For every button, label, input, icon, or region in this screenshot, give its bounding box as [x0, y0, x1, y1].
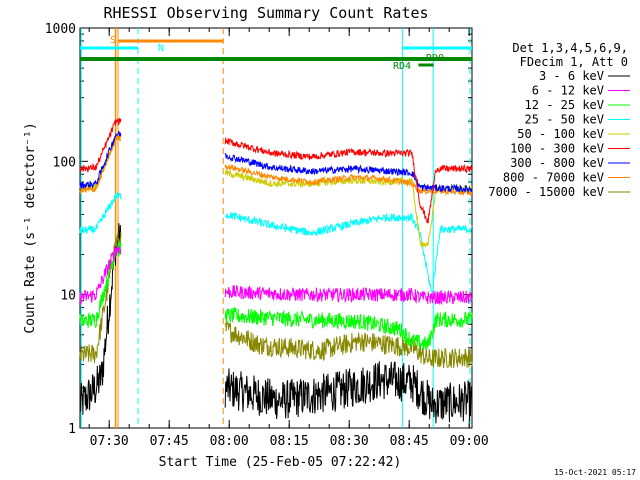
- x-tick-label: 08:45: [390, 434, 429, 449]
- chart-title: RHESSI Observing Summary Count Rates: [103, 4, 428, 22]
- x-axis-label: Start Time (25-Feb-05 07:22:42): [159, 455, 402, 470]
- rd4-label: RD4: [393, 61, 411, 72]
- legend-label: 50 - 100 keV: [517, 127, 604, 141]
- legend-label: 800 - 7000 keV: [503, 171, 604, 185]
- x-tick-label: 09:00: [450, 434, 489, 449]
- x-tick-label: 07:45: [150, 434, 189, 449]
- series-line: [79, 118, 122, 174]
- series-line: [224, 164, 473, 197]
- series-line: [79, 134, 122, 194]
- y-tick-label: 10: [60, 289, 76, 304]
- series-line: [225, 211, 473, 294]
- legend-label: 6 - 12 keV: [532, 84, 604, 98]
- legend-label: 7000 - 15000 keV: [488, 185, 604, 199]
- night-label: N: [158, 43, 164, 54]
- legend-label: 3 - 6 keV: [539, 69, 604, 83]
- rd0-label: RD0: [426, 53, 444, 64]
- legend-label: 100 - 300 keV: [510, 142, 604, 156]
- series-line: [79, 130, 122, 189]
- series-line: [224, 285, 473, 306]
- legend-header-2: FDecim 1, Att 0: [520, 55, 628, 69]
- y-tick-label: 1: [68, 422, 76, 437]
- series-line: [224, 320, 473, 369]
- x-tick-label: 07:30: [90, 434, 129, 449]
- legend-label: 300 - 800 keV: [510, 156, 604, 170]
- saa-label: S: [110, 35, 116, 46]
- y-axis-label: Count Rate (s⁻¹ detector⁻¹): [23, 122, 38, 333]
- series-line: [79, 192, 122, 235]
- series-line: [79, 231, 122, 364]
- series-line: [224, 306, 473, 351]
- series-line: [224, 361, 473, 424]
- x-tick-label: 08:00: [210, 434, 249, 449]
- series-line: [79, 245, 122, 307]
- footer-date: 15-Oct-2021 05:17: [554, 468, 636, 477]
- series-line: [224, 153, 473, 194]
- y-tick-label: 1000: [45, 22, 76, 37]
- x-tick-label: 08:30: [330, 434, 369, 449]
- legend-header-1: Det 1,3,4,5,6,9,: [512, 41, 628, 55]
- series-line: [224, 137, 473, 224]
- x-tick-label: 08:15: [270, 434, 309, 449]
- legend-label: 25 - 50 keV: [525, 113, 604, 127]
- y-tick-label: 100: [53, 155, 76, 170]
- legend-label: 12 - 25 keV: [525, 98, 604, 112]
